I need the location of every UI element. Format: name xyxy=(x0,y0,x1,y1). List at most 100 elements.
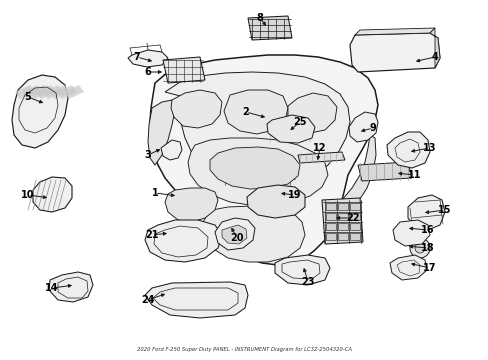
Bar xyxy=(349,213,359,220)
Bar xyxy=(325,203,335,210)
Bar xyxy=(349,203,359,210)
Circle shape xyxy=(307,108,317,118)
Polygon shape xyxy=(145,220,222,262)
Polygon shape xyxy=(246,185,305,218)
Bar xyxy=(325,233,335,240)
Bar xyxy=(349,233,359,240)
Circle shape xyxy=(184,97,208,121)
Polygon shape xyxy=(386,132,429,168)
Bar xyxy=(337,233,347,240)
Polygon shape xyxy=(274,255,329,285)
Circle shape xyxy=(409,238,429,258)
Text: 23: 23 xyxy=(301,277,314,287)
Text: 5: 5 xyxy=(24,92,31,102)
Bar xyxy=(325,223,335,230)
Polygon shape xyxy=(145,282,247,318)
Polygon shape xyxy=(215,218,254,250)
Text: 8: 8 xyxy=(256,13,263,23)
Polygon shape xyxy=(161,140,182,160)
Bar xyxy=(337,223,347,230)
Circle shape xyxy=(414,243,424,253)
Text: 1: 1 xyxy=(151,188,158,198)
Circle shape xyxy=(250,106,263,118)
Circle shape xyxy=(268,193,274,199)
Text: 12: 12 xyxy=(313,143,326,153)
Circle shape xyxy=(244,99,269,125)
Polygon shape xyxy=(407,195,444,230)
Polygon shape xyxy=(128,50,168,67)
Polygon shape xyxy=(150,55,377,265)
Polygon shape xyxy=(389,255,426,280)
Circle shape xyxy=(191,103,203,115)
Polygon shape xyxy=(187,138,327,205)
Text: 6: 6 xyxy=(144,67,151,77)
Polygon shape xyxy=(43,85,63,99)
Polygon shape xyxy=(12,75,68,148)
Polygon shape xyxy=(36,85,56,99)
Polygon shape xyxy=(287,93,336,133)
Text: 11: 11 xyxy=(407,170,421,180)
Polygon shape xyxy=(164,188,218,222)
Polygon shape xyxy=(64,85,84,99)
Text: 9: 9 xyxy=(369,123,376,133)
Text: 3: 3 xyxy=(144,150,151,160)
Text: 7: 7 xyxy=(133,52,140,62)
Text: 20: 20 xyxy=(230,233,243,243)
Polygon shape xyxy=(348,112,377,142)
Circle shape xyxy=(180,66,187,74)
Text: 13: 13 xyxy=(423,143,436,153)
Circle shape xyxy=(279,204,285,210)
Circle shape xyxy=(302,102,324,124)
Polygon shape xyxy=(22,85,42,99)
Polygon shape xyxy=(224,90,287,134)
Polygon shape xyxy=(321,198,362,244)
Bar xyxy=(337,203,347,210)
Polygon shape xyxy=(202,206,305,262)
Text: 10: 10 xyxy=(21,190,35,200)
Bar xyxy=(337,213,347,220)
Polygon shape xyxy=(266,115,314,143)
Text: 22: 22 xyxy=(346,213,359,223)
Polygon shape xyxy=(164,72,349,188)
Text: 19: 19 xyxy=(287,190,301,200)
Polygon shape xyxy=(50,85,70,99)
Polygon shape xyxy=(148,100,175,165)
Circle shape xyxy=(259,204,264,210)
Polygon shape xyxy=(349,33,439,72)
Text: 18: 18 xyxy=(420,243,434,253)
Polygon shape xyxy=(222,225,246,244)
Polygon shape xyxy=(244,107,294,125)
Polygon shape xyxy=(392,220,429,246)
Text: 16: 16 xyxy=(420,225,434,235)
Text: 25: 25 xyxy=(293,117,306,127)
Circle shape xyxy=(288,193,294,199)
Polygon shape xyxy=(341,135,375,210)
Text: 15: 15 xyxy=(437,205,451,215)
Text: 4: 4 xyxy=(431,52,437,62)
Text: 17: 17 xyxy=(423,263,436,273)
Polygon shape xyxy=(171,90,222,128)
Polygon shape xyxy=(209,147,299,189)
Polygon shape xyxy=(354,28,434,35)
Circle shape xyxy=(259,193,264,199)
Circle shape xyxy=(279,193,285,199)
Polygon shape xyxy=(15,85,35,99)
Polygon shape xyxy=(247,16,291,40)
Text: 24: 24 xyxy=(141,295,154,305)
Polygon shape xyxy=(57,85,77,99)
Polygon shape xyxy=(33,177,72,212)
Polygon shape xyxy=(49,272,93,302)
Bar xyxy=(325,213,335,220)
Polygon shape xyxy=(429,28,439,68)
Text: 21: 21 xyxy=(145,230,159,240)
Polygon shape xyxy=(357,162,411,181)
Text: 2: 2 xyxy=(242,107,249,117)
Polygon shape xyxy=(297,152,345,163)
Circle shape xyxy=(175,61,193,79)
Polygon shape xyxy=(29,85,49,99)
Text: 14: 14 xyxy=(45,283,59,293)
Polygon shape xyxy=(163,57,204,83)
Text: 2020 Ford F-250 Super Duty PANEL - INSTRUMENT Diagram for LC3Z-2504320-CA: 2020 Ford F-250 Super Duty PANEL - INSTR… xyxy=(137,347,351,352)
Bar xyxy=(349,223,359,230)
Circle shape xyxy=(288,204,294,210)
